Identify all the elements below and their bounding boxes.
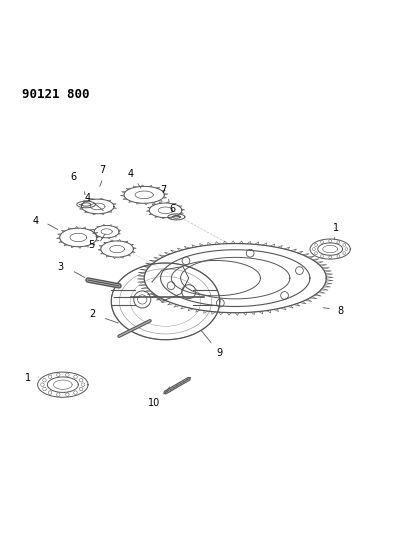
Text: 1: 1 — [333, 223, 339, 233]
Text: 7: 7 — [99, 165, 106, 175]
Text: 8: 8 — [338, 306, 344, 316]
Text: 5: 5 — [88, 240, 94, 250]
Text: 10: 10 — [148, 398, 160, 408]
Text: 7: 7 — [160, 185, 167, 195]
Text: 4: 4 — [128, 169, 134, 179]
Text: 1: 1 — [25, 373, 31, 383]
Text: 4: 4 — [33, 216, 39, 226]
Text: 9: 9 — [216, 348, 222, 358]
Text: 6: 6 — [71, 172, 77, 182]
Text: 6: 6 — [169, 204, 176, 214]
Text: 2: 2 — [90, 309, 96, 319]
Text: 90121 800: 90121 800 — [22, 88, 90, 101]
Text: 4: 4 — [84, 193, 90, 203]
Text: 3: 3 — [57, 262, 63, 272]
